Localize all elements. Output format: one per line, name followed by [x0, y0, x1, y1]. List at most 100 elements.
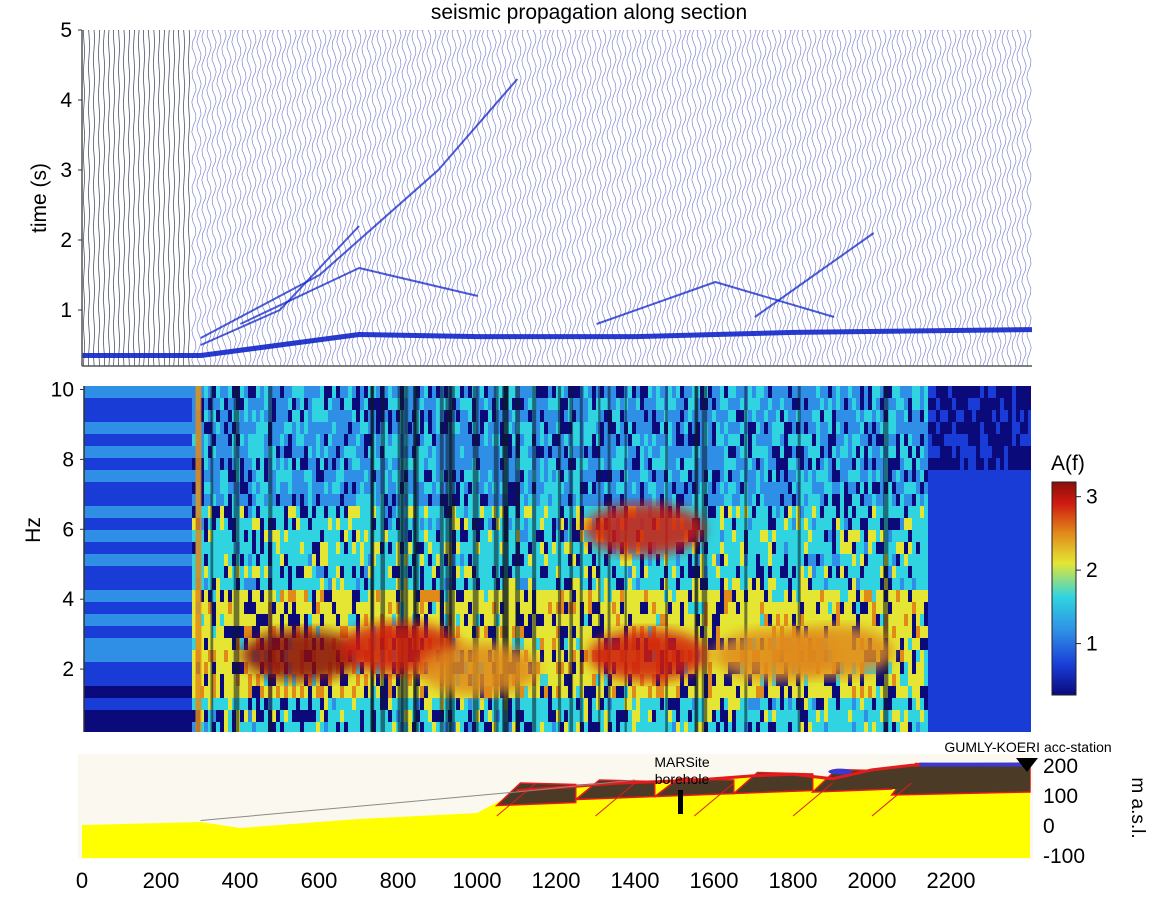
seismic-trace — [586, 30, 592, 366]
heatmap-cell — [376, 386, 381, 399]
heatmap-cell — [576, 710, 581, 723]
heatmap-cell — [572, 626, 577, 639]
heatmap-cell — [368, 530, 373, 543]
heatmap-cell — [316, 470, 321, 483]
heatmap-cell — [736, 578, 741, 591]
heatmap-cell — [564, 614, 569, 627]
heatmap-cell — [332, 470, 337, 483]
heatmap-cell — [100, 494, 105, 507]
heatmap-cell — [324, 602, 329, 615]
heatmap-cell — [336, 554, 341, 567]
heatmap-cell — [304, 506, 309, 519]
heatmap-cell — [628, 458, 633, 471]
heatmap-cell — [128, 434, 133, 447]
heatmap-cell — [192, 554, 197, 567]
heatmap-cell — [168, 482, 173, 495]
heatmap-cell — [552, 578, 557, 591]
heatmap-cell — [212, 590, 217, 603]
seismic-trace — [496, 30, 502, 366]
heatmap-cell — [228, 554, 233, 567]
heatmap-cell — [200, 710, 205, 723]
heatmap-cell — [356, 578, 361, 591]
heatmap-cell — [224, 710, 229, 723]
heatmap-cell — [660, 410, 665, 423]
heatmap-cell — [184, 518, 189, 531]
heatmap-cell — [680, 698, 685, 711]
heatmap-cell — [720, 482, 725, 495]
heatmap-cell — [132, 662, 137, 675]
heatmap-cell — [464, 542, 469, 555]
heatmap-cell — [368, 710, 373, 723]
heatmap-cell — [632, 422, 637, 435]
heatmap-cell — [636, 458, 641, 471]
heatmap-cell — [172, 638, 177, 651]
heatmap-cell — [572, 506, 577, 519]
heatmap-cell — [308, 554, 313, 567]
heatmap-cell — [644, 722, 649, 732]
seismic-trace — [296, 30, 302, 366]
heatmap-cell — [204, 530, 209, 543]
heatmap-cell — [112, 566, 117, 579]
heatmap-cell — [92, 566, 97, 579]
heatmap-cell — [576, 674, 581, 687]
heatmap-cell — [104, 566, 109, 579]
heatmap-cell — [688, 578, 693, 591]
seismic-trace — [92, 30, 96, 366]
heatmap-cell — [544, 518, 549, 531]
heatmap-cell — [560, 482, 565, 495]
seismic-trace — [626, 30, 632, 366]
heatmap-cell — [156, 614, 161, 627]
heatmap-cell — [124, 722, 129, 732]
heatmap-cell — [92, 578, 97, 591]
heatmap-cell — [88, 686, 93, 699]
heatmap-cell — [640, 686, 645, 699]
seismic-trace — [541, 30, 547, 366]
heatmap-cell — [228, 458, 233, 471]
heatmap-cell — [604, 590, 609, 603]
heatmap-cell — [296, 722, 301, 732]
heatmap-cell — [612, 722, 617, 732]
heatmap-cell — [132, 470, 137, 483]
heatmap-cell — [300, 710, 305, 723]
heatmap-cell — [548, 446, 553, 459]
heatmap-cell — [144, 482, 149, 495]
heatmap-cell — [212, 650, 217, 663]
heatmap-cell — [716, 662, 721, 675]
heatmap-cell — [688, 494, 693, 507]
heatmap-cell — [684, 482, 689, 495]
heatmap-cell — [348, 614, 353, 627]
heatmap-cell — [576, 662, 581, 675]
heatmap-cell — [108, 638, 113, 651]
heatmap-cell — [536, 398, 541, 411]
heatmap-cell — [92, 722, 97, 732]
heatmap-cell — [116, 626, 121, 639]
heatmap-cell — [336, 458, 341, 471]
heatmap-cell — [668, 422, 673, 435]
heatmap-cell — [216, 686, 221, 699]
heatmap-cell — [588, 578, 593, 591]
heatmap-cell — [420, 470, 425, 483]
heatmap-cell — [512, 710, 517, 723]
heatmap-cell — [168, 710, 173, 723]
heatmap-cell — [708, 506, 713, 519]
heatmap-cell — [128, 710, 133, 723]
heatmap-cell — [460, 698, 465, 711]
heatmap-cell — [120, 494, 125, 507]
heatmap-cell — [488, 434, 493, 447]
heatmap-cell — [188, 386, 193, 399]
heatmap-cell — [456, 722, 461, 732]
heatmap-cell — [284, 542, 289, 555]
heatmap-cell — [376, 698, 381, 711]
heatmap-cell — [84, 470, 89, 483]
heatmap-cell — [460, 626, 465, 639]
heatmap-cell — [708, 662, 713, 675]
heatmap-cell — [288, 398, 293, 411]
heatmap-cell — [288, 602, 293, 615]
heatmap-cell — [360, 458, 365, 471]
heatmap-cell — [120, 386, 125, 399]
heatmap-cell — [356, 458, 361, 471]
heatmap-cell — [588, 386, 593, 399]
heatmap-cell — [148, 662, 153, 675]
heatmap-cell — [740, 518, 745, 531]
seismic-trace — [306, 30, 312, 366]
